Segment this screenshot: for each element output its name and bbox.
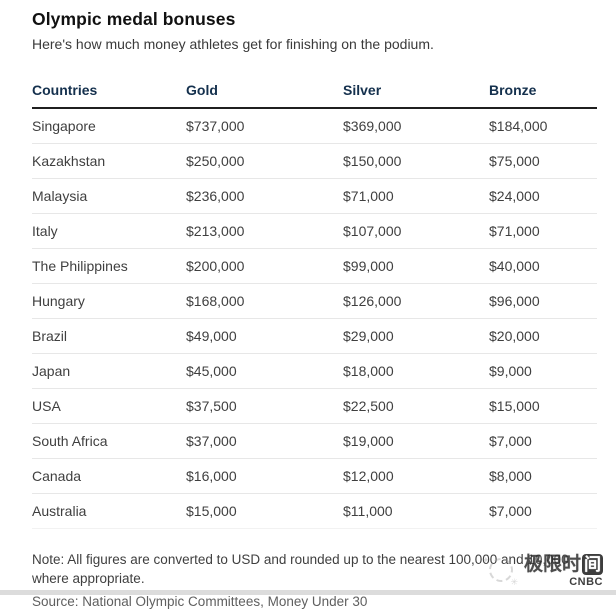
watermark-text: 极限时间 CNBC: [524, 554, 603, 588]
bronze-value-cell: $71,000: [489, 213, 597, 249]
silver-value-cell: $18,000: [343, 353, 489, 389]
table-row: South Africa $37,000 $19,000 $7,000: [32, 423, 597, 459]
country-cell: Singapore: [32, 108, 186, 144]
table-row: The Philippines $200,000 $99,000 $40,000: [32, 248, 597, 284]
silver-value-cell: $150,000: [343, 143, 489, 179]
gold-value-cell: $250,000: [186, 143, 343, 179]
swirl-logo-icon: ✦ ✳: [481, 554, 518, 587]
footnote: Note: All figures are converted to USD a…: [32, 551, 569, 586]
country-cell: Australia: [32, 493, 186, 529]
silver-value-cell: $126,000: [343, 283, 489, 319]
country-cell: The Philippines: [32, 248, 186, 284]
silver-value-cell: $369,000: [343, 108, 489, 144]
gold-value-cell: $737,000: [186, 108, 343, 144]
table-row: Brazil $49,000 $29,000 $20,000: [32, 318, 597, 354]
table-row: Malaysia $236,000 $71,000 $24,000: [32, 178, 597, 214]
silver-value-cell: $12,000: [343, 458, 489, 494]
subtitle: Here's how much money athletes get for f…: [32, 36, 434, 52]
column-header-silver: Silver: [343, 82, 489, 109]
column-header-gold: Gold: [186, 82, 343, 109]
country-cell: Japan: [32, 353, 186, 389]
silver-value-cell: $71,000: [343, 178, 489, 214]
gold-value-cell: $49,000: [186, 318, 343, 354]
gold-value-cell: $168,000: [186, 283, 343, 319]
bronze-value-cell: $96,000: [489, 283, 597, 319]
table-row: Australia $15,000 $11,000 $7,000: [32, 493, 597, 529]
table-row: Japan $45,000 $18,000 $9,000: [32, 353, 597, 389]
bronze-value-cell: $9,000: [489, 353, 597, 389]
table-row: Kazakhstan $250,000 $150,000 $75,000: [32, 143, 597, 179]
silver-value-cell: $11,000: [343, 493, 489, 529]
gold-value-cell: $200,000: [186, 248, 343, 284]
bottom-edge-strip: [0, 590, 616, 595]
source-line: Source: National Olympic Committees, Mon…: [32, 593, 368, 609]
medal-bonus-table: Countries Gold Silver Bronze Singapore $…: [32, 82, 597, 529]
table-row: Canada $16,000 $12,000 $8,000: [32, 458, 597, 494]
bronze-value-cell: $20,000: [489, 318, 597, 354]
bronze-value-cell: $8,000: [489, 458, 597, 494]
silver-value-cell: $107,000: [343, 213, 489, 249]
silver-value-cell: $19,000: [343, 423, 489, 459]
gold-value-cell: $45,000: [186, 353, 343, 389]
country-cell: Malaysia: [32, 178, 186, 214]
gold-value-cell: $236,000: [186, 178, 343, 214]
gold-value-cell: $37,500: [186, 388, 343, 424]
country-cell: Canada: [32, 458, 186, 494]
table-row: USA $37,500 $22,500 $15,000: [32, 388, 597, 424]
bronze-value-cell: $7,000: [489, 493, 597, 529]
column-header-countries: Countries: [32, 82, 186, 109]
silver-value-cell: $22,500: [343, 388, 489, 424]
bronze-value-cell: $184,000: [489, 108, 597, 144]
bronze-value-cell: $15,000: [489, 388, 597, 424]
column-header-bronze: Bronze: [489, 82, 597, 109]
watermark-cjk-text: 极限时: [523, 553, 581, 575]
table-row: Italy $213,000 $107,000 $71,000: [32, 213, 597, 249]
silver-value-cell: $29,000: [343, 318, 489, 354]
gold-value-cell: $213,000: [186, 213, 343, 249]
watermark-cjk-boxed-char: 间: [582, 554, 603, 575]
country-cell: Brazil: [32, 318, 186, 354]
table-header-row: Countries Gold Silver Bronze: [32, 82, 597, 109]
table-row: Singapore $737,000 $369,000 $184,000: [32, 108, 597, 144]
silver-value-cell: $99,000: [343, 248, 489, 284]
gold-value-cell: $15,000: [186, 493, 343, 529]
country-cell: South Africa: [32, 423, 186, 459]
gold-value-cell: $16,000: [186, 458, 343, 494]
bronze-value-cell: $40,000: [489, 248, 597, 284]
page-title: Olympic medal bonuses: [32, 9, 236, 29]
bronze-value-cell: $7,000: [489, 423, 597, 459]
country-cell: Hungary: [32, 283, 186, 319]
bronze-value-cell: $75,000: [489, 143, 597, 179]
bronze-value-cell: $24,000: [489, 178, 597, 214]
country-cell: Italy: [32, 213, 186, 249]
country-cell: Kazakhstan: [32, 143, 186, 179]
table-row: Hungary $168,000 $126,000 $96,000: [32, 283, 597, 319]
watermark: ✦ ✳ 极限时间 CNBC: [482, 554, 603, 588]
country-cell: USA: [32, 388, 186, 424]
gold-value-cell: $37,000: [186, 423, 343, 459]
cnbc-logo: CNBC: [569, 576, 603, 588]
